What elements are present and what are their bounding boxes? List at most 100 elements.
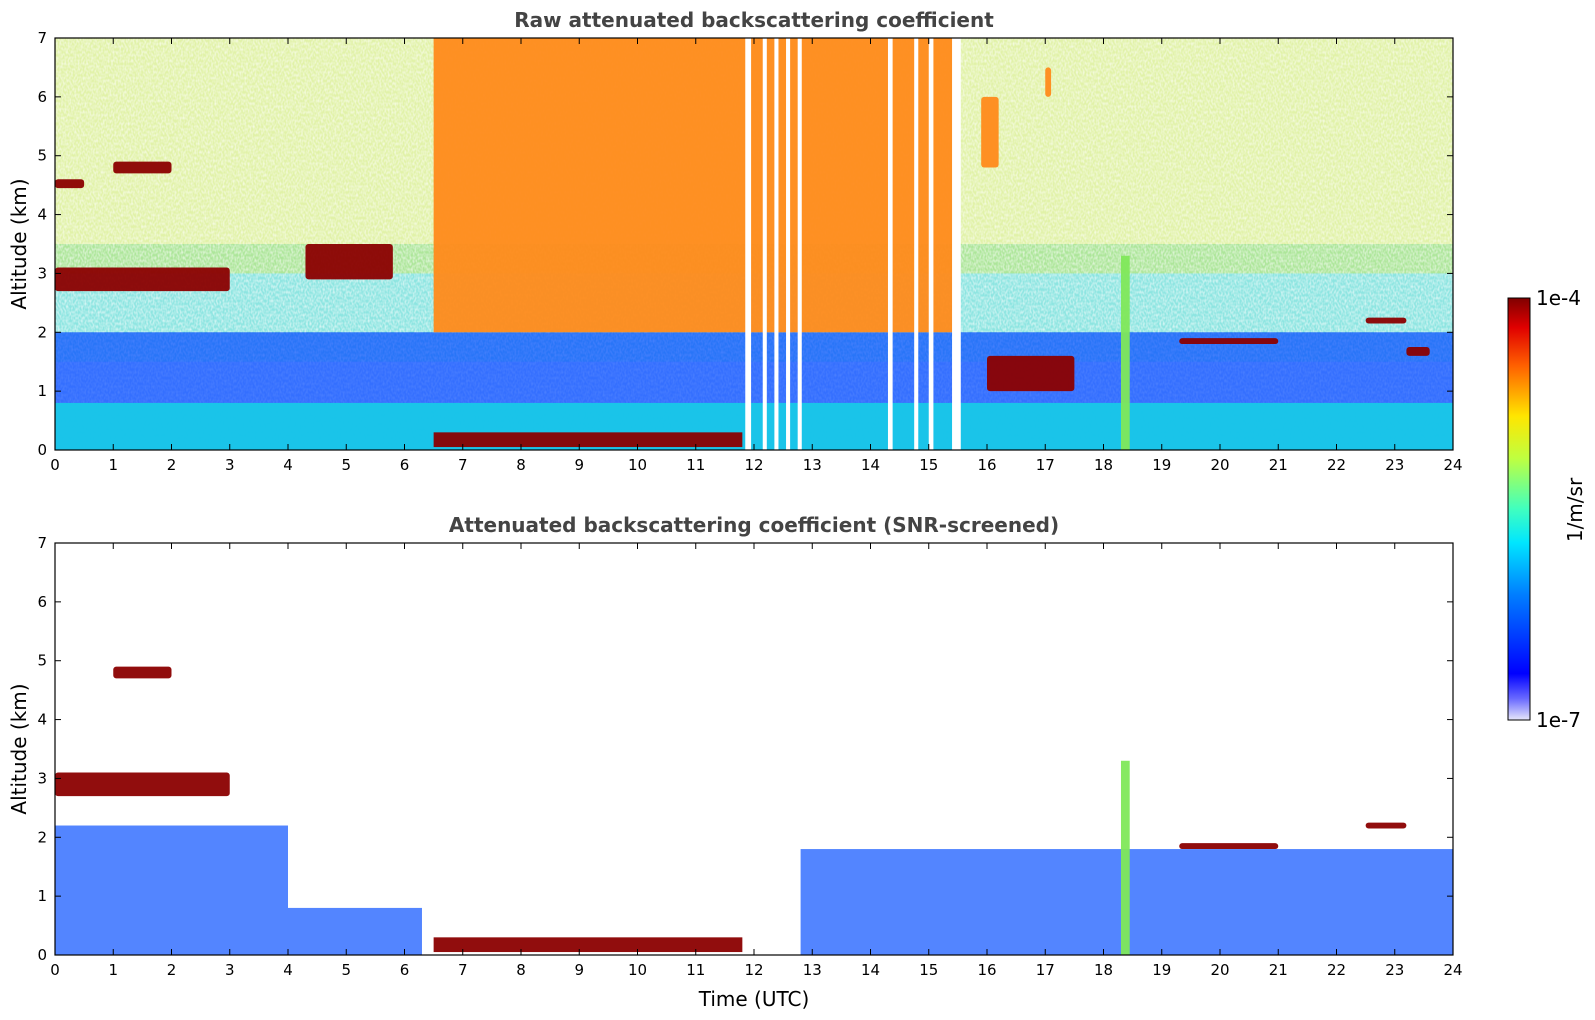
y-tick-label: 0 — [37, 441, 47, 459]
data-gap — [952, 38, 961, 450]
x-tick-label: 14 — [861, 961, 880, 979]
y-tick-label: 4 — [37, 206, 47, 224]
x-tick-label: 19 — [1152, 456, 1171, 474]
x-tick-label: 11 — [686, 961, 705, 979]
x-tick-label: 23 — [1385, 456, 1404, 474]
y-tick-label: 5 — [37, 147, 47, 165]
x-axis-label: Time (UTC) — [698, 987, 810, 1011]
y-tick-label: 0 — [37, 946, 47, 964]
data-gap — [745, 38, 752, 450]
bottom-y-axis-label: Altitude (km) — [7, 683, 31, 814]
colorbar-min-label: 1e-7 — [1536, 708, 1581, 732]
x-tick-label: 18 — [1094, 961, 1113, 979]
x-tick-label: 20 — [1210, 961, 1229, 979]
surface-layer — [433, 937, 743, 953]
x-tick-label: 17 — [1036, 961, 1055, 979]
y-tick-label: 5 — [37, 652, 47, 670]
cloud — [113, 161, 172, 174]
boundary-layer — [55, 402, 1453, 450]
bottom-axes: 0 1 2 3 4 5 6 7 8 9 10 11 12 13 14 15 16 17 18 19 20 21 22 23 24… — [37, 534, 1462, 979]
x-tick-label: 17 — [1036, 456, 1055, 474]
cloud — [1179, 338, 1279, 345]
cloud — [1179, 843, 1279, 850]
precipitation-shaft — [1120, 255, 1130, 450]
x-tick-label: 21 — [1269, 961, 1288, 979]
x-tick-label: 5 — [341, 456, 351, 474]
x-tick-label: 6 — [400, 961, 410, 979]
x-tick-label: 0 — [50, 456, 60, 474]
y-tick-label: 2 — [37, 828, 47, 846]
cloud — [1406, 347, 1430, 356]
x-tick-label: 24 — [1443, 456, 1462, 474]
data-gap — [774, 38, 779, 450]
aerosol-layer — [55, 825, 288, 955]
x-tick-label: 19 — [1152, 961, 1171, 979]
y-tick-label: 7 — [37, 29, 47, 47]
y-tick-label: 6 — [37, 593, 47, 611]
top-y-axis-label: Altitude (km) — [7, 178, 31, 309]
surface-layer — [433, 432, 743, 448]
aerosol-layer — [288, 907, 422, 955]
top-axes: 0 1 2 3 4 5 6 7 8 9 10 11 12 13 14 15 16 17 18 19 20 21 22 23 24… — [37, 29, 1462, 474]
y-tick-label: 2 — [37, 323, 47, 341]
y-tick-label: 4 — [37, 711, 47, 729]
x-tick-label: 10 — [628, 456, 647, 474]
precipitation-shaft — [1120, 760, 1130, 955]
x-tick-label: 2 — [167, 961, 177, 979]
bottom-heatmap — [55, 666, 1453, 955]
cloud — [1365, 822, 1407, 829]
cloud — [305, 244, 393, 280]
y-tick-label: 1 — [37, 887, 47, 905]
x-tick-label: 5 — [341, 961, 351, 979]
x-tick-label: 16 — [977, 456, 996, 474]
bottom-chart-title: Attenuated backscattering coefficient (S… — [449, 513, 1059, 537]
x-tick-label: 15 — [919, 456, 938, 474]
x-tick-label: 12 — [744, 961, 763, 979]
cloud — [981, 96, 999, 168]
x-tick-label: 12 — [744, 456, 763, 474]
x-tick-label: 24 — [1443, 961, 1462, 979]
x-tick-label: 1 — [108, 961, 118, 979]
cloud — [1365, 317, 1407, 324]
high-noisy-background — [433, 38, 958, 333]
x-tick-label: 6 — [400, 456, 410, 474]
x-tick-label: 15 — [919, 961, 938, 979]
x-tick-label: 22 — [1327, 961, 1346, 979]
x-tick-label: 21 — [1269, 456, 1288, 474]
cloud — [1045, 67, 1052, 97]
x-tick-label: 4 — [283, 961, 293, 979]
cloud — [113, 666, 172, 679]
x-tick-label: 14 — [861, 456, 880, 474]
x-tick-label: 22 — [1327, 456, 1346, 474]
x-tick-label: 7 — [458, 961, 468, 979]
data-gap — [797, 38, 802, 450]
x-tick-label: 23 — [1385, 961, 1404, 979]
data-gap — [914, 38, 919, 450]
data-gap — [928, 38, 934, 450]
y-tick-label: 3 — [37, 264, 47, 282]
data-gap — [887, 38, 893, 450]
x-tick-label: 8 — [516, 456, 526, 474]
y-tick-label: 3 — [37, 769, 47, 787]
y-tick-label: 1 — [37, 382, 47, 400]
x-tick-label: 11 — [686, 456, 705, 474]
x-tick-label: 3 — [225, 456, 235, 474]
x-tick-label: 13 — [803, 456, 822, 474]
data-gap — [786, 38, 791, 450]
data-gap — [762, 38, 767, 450]
top-heatmap — [55, 38, 1453, 450]
cloud — [55, 267, 230, 292]
x-tick-label: 9 — [574, 961, 584, 979]
x-tick-label: 10 — [628, 961, 647, 979]
x-tick-label: 3 — [225, 961, 235, 979]
x-tick-label: 4 — [283, 456, 293, 474]
x-tick-label: 1 — [108, 456, 118, 474]
colorbar: 1e-4 1e-7 1/m/sr — [1507, 286, 1587, 732]
x-tick-label: 13 — [803, 961, 822, 979]
top-chart-title: Raw attenuated backscattering coefficien… — [514, 8, 994, 32]
x-tick-label: 20 — [1210, 456, 1229, 474]
x-tick-label: 7 — [458, 456, 468, 474]
x-tick-label: 2 — [167, 456, 177, 474]
x-tick-label: 18 — [1094, 456, 1113, 474]
